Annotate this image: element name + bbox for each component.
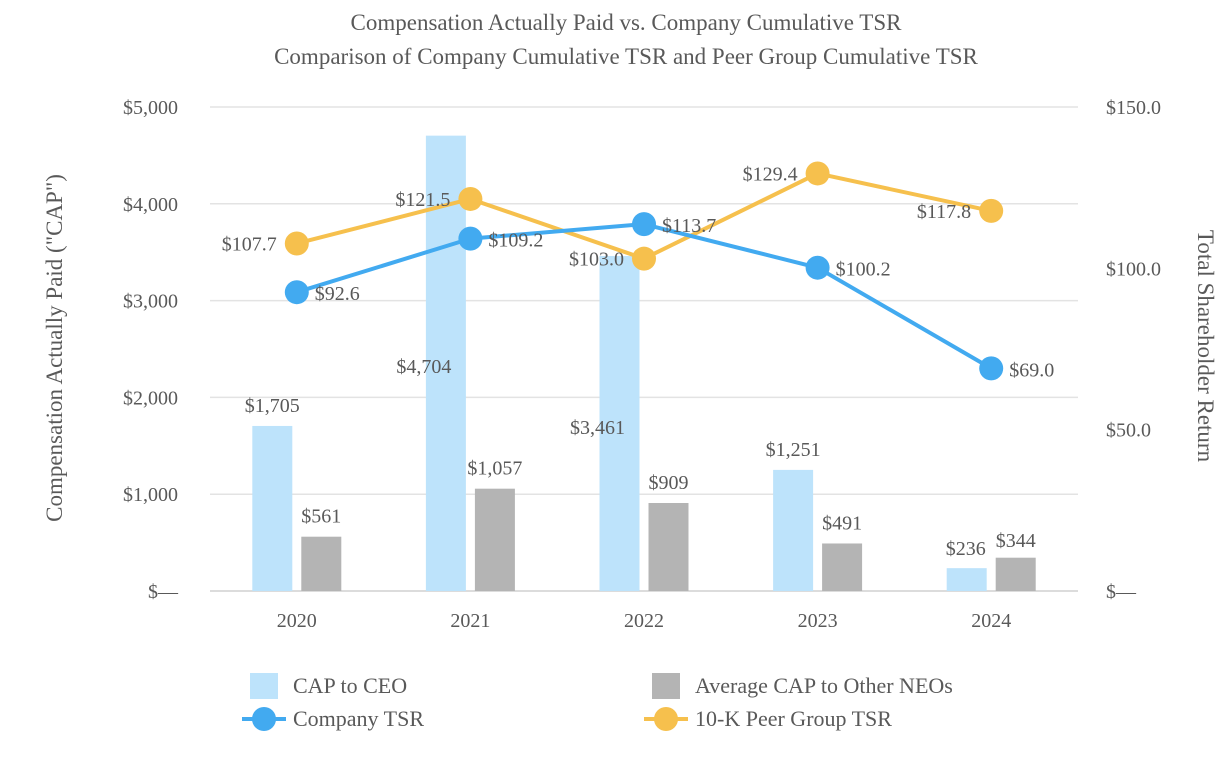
x-tick-label: 2023: [798, 610, 838, 632]
bar-data-label: $1,251: [766, 439, 821, 461]
legend-item: 10-K Peer Group TSR: [644, 706, 892, 731]
bar-cap-to-ceo: [425, 135, 466, 591]
line-data-label: $109.2: [488, 230, 543, 252]
line-data-label: $92.6: [315, 283, 360, 305]
marker-company-tsr: [805, 255, 830, 280]
legend-swatch: [250, 673, 278, 699]
legend-label: CAP to CEO: [293, 673, 407, 698]
legend-swatch: [652, 673, 680, 699]
legend-label: Company TSR: [293, 706, 424, 731]
bar-cap-to-ceo: [599, 255, 640, 591]
bar-cap-to-ceo: [773, 469, 814, 591]
bars: [252, 135, 1036, 591]
bar-data-label: $1,705: [245, 395, 300, 417]
y-tick-label: $2,000: [123, 387, 178, 409]
y-tick-label: $3,000: [123, 291, 178, 313]
line-data-label: $117.8: [917, 201, 971, 223]
marker-company-tsr: [458, 226, 483, 251]
y-tick-label: $4,000: [123, 194, 178, 216]
legend-label: 10-K Peer Group TSR: [695, 706, 892, 731]
legend-label: Average CAP to Other NEOs: [695, 673, 953, 698]
x-tick-label: 2022: [624, 610, 664, 632]
line-data-label: $69.0: [1009, 359, 1054, 381]
chart-subtitle: Comparison of Company Cumulative TSR and…: [274, 44, 978, 69]
line-data-label: $103.0: [569, 249, 624, 271]
bar-cap-to-ceo: [946, 568, 987, 591]
line-data-label: $100.2: [836, 259, 891, 281]
data-labels: $1,705 $4,704 $3,461 $1,251 $236 $561 $1,057 $9…: [222, 163, 1054, 560]
marker-10-k-peer-group-tsr: [979, 198, 1004, 223]
bar-data-label: $4,704: [396, 356, 451, 378]
line-company-tsr: [296, 222, 993, 371]
bar-cap-to-ceo: [252, 425, 293, 591]
legend-item: CAP to CEO: [250, 673, 407, 699]
chart-title: Compensation Actually Paid vs. Company C…: [351, 10, 903, 35]
gridlines: [210, 106, 1078, 592]
y-axis-label: Compensation Actually Paid ("CAP"): [42, 174, 67, 522]
bar-data-label: $909: [649, 472, 689, 494]
bar-data-label: $561: [301, 506, 341, 528]
marker-10-k-peer-group-tsr: [805, 161, 830, 186]
bar-data-label: $236: [946, 538, 986, 560]
line-data-label: $121.5: [395, 189, 450, 211]
y-tick-label: $—: [148, 581, 179, 603]
marker-company-tsr: [632, 212, 656, 237]
y2-tick-label: $100.0: [1106, 258, 1161, 280]
bar-data-label: $3,461: [570, 417, 625, 439]
lines: [284, 161, 1004, 381]
y-tick-label: $5,000: [123, 97, 178, 119]
y2-axis-ticks: $— $50.0 $100.0 $150.0: [1106, 97, 1161, 603]
y-tick-label: $1,000: [123, 484, 178, 506]
line-data-label: $129.4: [743, 163, 798, 185]
marker-company-tsr: [284, 280, 309, 305]
x-axis-ticks: 2020 2021 2022 2023 2024: [277, 610, 1011, 632]
marker-10-k-peer-group-tsr: [284, 231, 309, 256]
legend: CAP to CEO Average CAP to Other NEOs Compa…: [242, 673, 953, 731]
marker-company-tsr: [979, 356, 1004, 381]
marker-10-k-peer-group-tsr: [458, 186, 483, 211]
y2-axis-label: Total Shareholder Return: [1193, 230, 1218, 463]
bar-average-cap-to-other-neos: [474, 488, 515, 591]
line-data-label: $113.7: [662, 215, 716, 237]
bar-average-cap-to-other-neos: [822, 543, 863, 591]
y-axis-ticks: $— $1,000 $2,000 $3,000 $4,000 $5,000: [123, 97, 179, 603]
bar-data-label: $344: [996, 530, 1036, 552]
bar-average-cap-to-other-neos: [995, 557, 1036, 591]
bar-average-cap-to-other-neos: [648, 503, 689, 591]
legend-swatch-marker: [654, 707, 678, 731]
bar-data-label: $1,057: [467, 458, 522, 480]
y2-tick-label: $50.0: [1106, 420, 1151, 442]
bar-average-cap-to-other-neos: [301, 536, 342, 591]
y2-tick-label: $150.0: [1106, 97, 1161, 119]
x-tick-label: 2021: [450, 610, 490, 632]
x-tick-label: 2020: [277, 610, 317, 632]
x-tick-label: 2024: [971, 610, 1011, 632]
legend-swatch-marker: [252, 707, 276, 731]
legend-item: Average CAP to Other NEOs: [652, 673, 953, 699]
marker-10-k-peer-group-tsr: [632, 246, 656, 271]
line-data-label: $107.7: [222, 233, 277, 255]
y2-tick-label: $—: [1106, 581, 1137, 603]
legend-item: Company TSR: [242, 706, 424, 731]
bar-data-label: $491: [822, 512, 862, 534]
